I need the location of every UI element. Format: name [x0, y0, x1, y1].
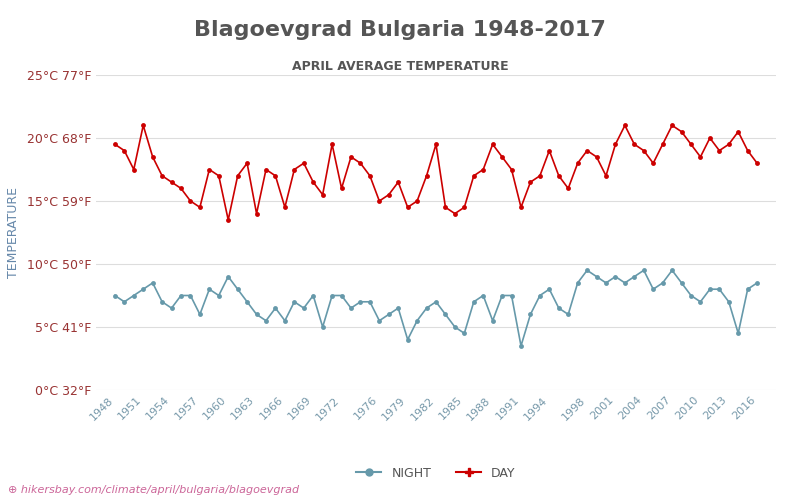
Legend: NIGHT, DAY: NIGHT, DAY — [351, 462, 521, 484]
Text: APRIL AVERAGE TEMPERATURE: APRIL AVERAGE TEMPERATURE — [292, 60, 508, 73]
Y-axis label: TEMPERATURE: TEMPERATURE — [6, 187, 20, 278]
Text: ⊕ hikersbay.com/climate/april/bulgaria/blagoevgrad: ⊕ hikersbay.com/climate/april/bulgaria/b… — [8, 485, 299, 495]
Text: Blagoevgrad Bulgaria 1948-2017: Blagoevgrad Bulgaria 1948-2017 — [194, 20, 606, 40]
